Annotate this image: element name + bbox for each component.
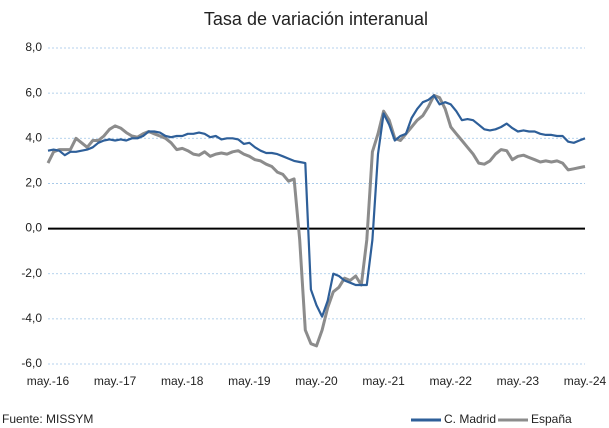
x-tick-label: may.-19 bbox=[228, 374, 271, 388]
x-tick-label: may.-17 bbox=[94, 374, 137, 388]
source: Fuente: MISSYM bbox=[2, 412, 93, 426]
y-tick-label: 8,0 bbox=[25, 40, 42, 54]
y-tick-label: 4,0 bbox=[25, 130, 42, 144]
x-tick-label: may.-16 bbox=[27, 374, 70, 388]
x-tick-label: may.-18 bbox=[161, 374, 204, 388]
x-tick-label: may.-23 bbox=[497, 374, 540, 388]
legend-label: España bbox=[531, 412, 572, 426]
y-tick-label: 0,0 bbox=[25, 221, 42, 235]
y-tick-label: -2,0 bbox=[21, 266, 42, 280]
legend-label: C. Madrid bbox=[444, 412, 496, 426]
y-tick-label: -6,0 bbox=[21, 356, 42, 370]
series-line bbox=[46, 93, 586, 348]
y-tick-label: -4,0 bbox=[21, 311, 42, 325]
series-line bbox=[47, 94, 586, 318]
x-tick-label: may.-20 bbox=[295, 374, 338, 388]
chart-title: Tasa de variación interanual bbox=[204, 9, 428, 29]
y-tick-label: 2,0 bbox=[25, 176, 42, 190]
x-tick-label: may.-21 bbox=[362, 374, 405, 388]
x-tick-label: may.-22 bbox=[430, 374, 473, 388]
x-tick-label: may.-24 bbox=[564, 374, 607, 388]
y-tick-label: 6,0 bbox=[25, 85, 42, 99]
